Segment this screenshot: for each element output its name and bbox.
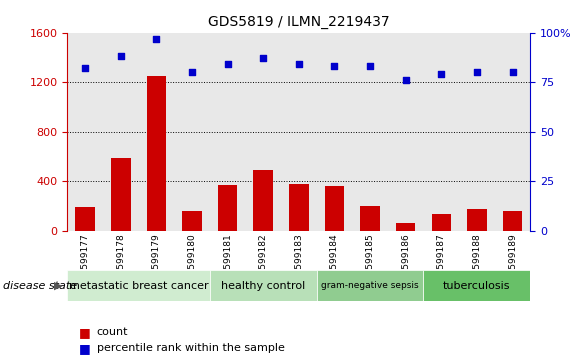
Bar xyxy=(254,170,273,231)
Point xyxy=(116,53,125,59)
Bar xyxy=(218,185,237,231)
Bar xyxy=(424,33,459,231)
Bar xyxy=(495,33,530,231)
Point xyxy=(366,64,375,69)
Text: percentile rank within the sample: percentile rank within the sample xyxy=(97,343,285,354)
Text: count: count xyxy=(97,327,128,337)
Bar xyxy=(103,33,139,231)
Bar xyxy=(182,211,202,231)
Bar xyxy=(174,33,210,231)
Bar xyxy=(316,270,424,301)
Text: tuberculosis: tuberculosis xyxy=(443,281,510,291)
Bar xyxy=(210,33,246,231)
Text: gram-negative sepsis: gram-negative sepsis xyxy=(321,281,419,290)
Point xyxy=(330,64,339,69)
Bar xyxy=(146,76,166,231)
Bar xyxy=(424,270,530,301)
Bar xyxy=(111,158,131,231)
Text: disease state: disease state xyxy=(3,281,77,291)
Point xyxy=(80,65,90,71)
Title: GDS5819 / ILMN_2219437: GDS5819 / ILMN_2219437 xyxy=(208,15,390,29)
Point xyxy=(472,69,482,75)
Bar xyxy=(67,270,210,301)
Text: ■: ■ xyxy=(79,342,91,355)
Bar xyxy=(459,33,495,231)
Point xyxy=(508,69,517,75)
Bar xyxy=(396,223,415,231)
Bar xyxy=(246,33,281,231)
Text: ▶: ▶ xyxy=(54,281,63,291)
Point xyxy=(258,56,268,61)
Point xyxy=(437,71,446,77)
Point xyxy=(152,36,161,41)
Bar xyxy=(388,33,424,231)
Bar xyxy=(352,33,388,231)
Bar xyxy=(316,33,352,231)
Point xyxy=(223,61,232,67)
Bar xyxy=(139,33,174,231)
Text: healthy control: healthy control xyxy=(221,281,305,291)
Bar xyxy=(67,33,103,231)
Bar xyxy=(281,33,316,231)
Point xyxy=(294,61,304,67)
Bar xyxy=(289,184,309,231)
Bar xyxy=(210,270,316,301)
Point xyxy=(401,77,410,83)
Text: ■: ■ xyxy=(79,326,91,339)
Bar xyxy=(431,215,451,231)
Bar xyxy=(503,211,522,231)
Bar xyxy=(325,186,344,231)
Point xyxy=(188,69,197,75)
Bar xyxy=(76,207,95,231)
Bar xyxy=(467,209,487,231)
Text: metastatic breast cancer: metastatic breast cancer xyxy=(69,281,209,291)
Bar xyxy=(360,206,380,231)
